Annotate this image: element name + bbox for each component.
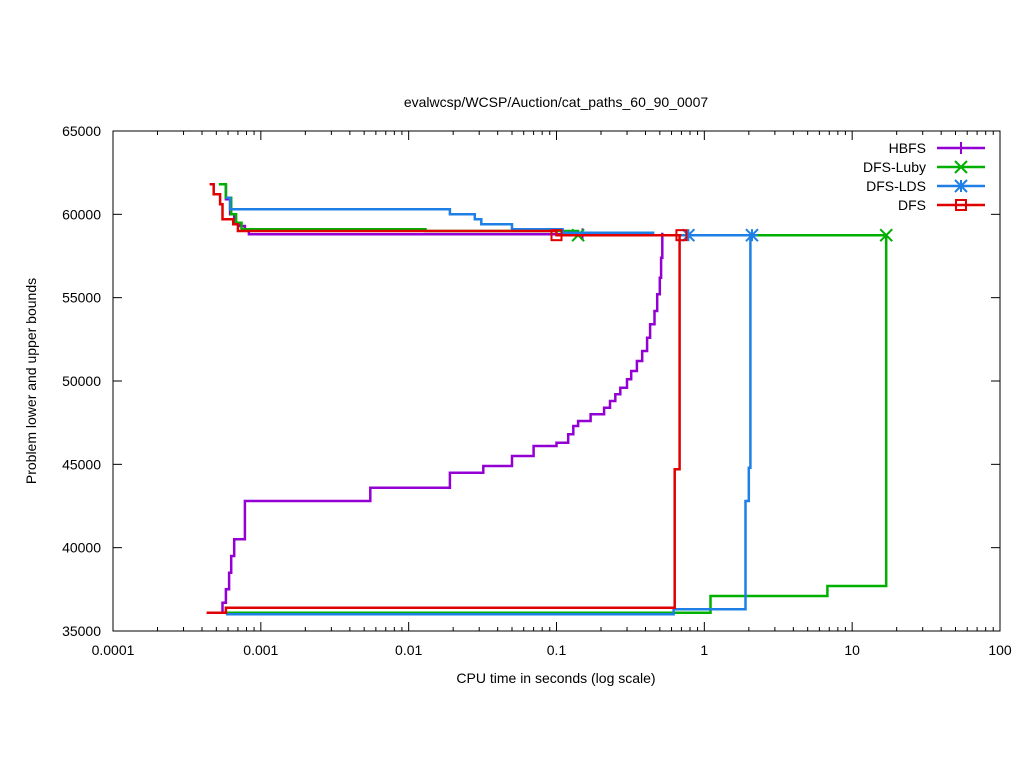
y-tick-label: 40000 xyxy=(62,540,101,556)
legend-item-hbfs: HBFS xyxy=(889,140,985,156)
x-tick-label: 0.1 xyxy=(547,642,567,658)
legend-marker xyxy=(954,179,968,193)
legend-item-dfs: DFS xyxy=(898,197,985,213)
series-dfs-lower-bound xyxy=(206,235,681,614)
series-dfs-luby-lower-bound xyxy=(225,235,888,614)
series-dfs-lds-lower-bound xyxy=(225,235,752,616)
series-dfs-marker xyxy=(550,229,563,242)
series-hbfs-lower-bound xyxy=(221,232,664,613)
legend-marker xyxy=(955,199,967,211)
x-tick-label: 100 xyxy=(988,642,1012,658)
legend-label: DFS-Luby xyxy=(863,159,926,175)
y-tick-label: 50000 xyxy=(62,373,101,389)
legend-item-dfs-lds: DFS-LDS xyxy=(866,178,985,194)
x-tick-label: 0.01 xyxy=(395,642,422,658)
y-tick-label: 55000 xyxy=(62,290,101,306)
legend-marker xyxy=(955,142,967,154)
series-dfs-marker xyxy=(675,229,688,242)
x-axis-label: CPU time in seconds (log scale) xyxy=(456,670,655,686)
y-tick-label: 35000 xyxy=(62,623,101,639)
legend-label: DFS xyxy=(898,197,926,213)
series-dfs-lds-upper-bound xyxy=(225,196,752,237)
legend-label: HBFS xyxy=(889,140,926,156)
series-dfs-luby-marker xyxy=(879,228,893,242)
y-axis-label: Problem lower and upper bounds xyxy=(23,278,39,484)
x-tick-label: 1 xyxy=(700,642,708,658)
legend-item-dfs-luby: DFS-Luby xyxy=(863,159,985,175)
series-dfs-upper-bound xyxy=(209,183,682,237)
legend-label: DFS-LDS xyxy=(866,178,926,194)
y-tick-label: 45000 xyxy=(62,456,101,472)
series-dfs-lds-marker xyxy=(745,228,759,242)
plot-frame xyxy=(112,130,1001,632)
plot-area: 0.0001 0.001 0.01 0.1 1 10 100 35000 40000 45000 5… xyxy=(62,123,1012,658)
legend: HBFS DFS-Luby DFS-LDS DFS xyxy=(863,140,985,213)
y-tick-label: 65000 xyxy=(62,123,101,139)
legend-marker xyxy=(954,160,968,174)
x-tick-label: 0.001 xyxy=(243,642,278,658)
x-tick-label: 0.0001 xyxy=(92,642,135,658)
y-tick-label: 60000 xyxy=(62,206,101,222)
x-tick-label: 10 xyxy=(844,642,860,658)
chart-title: evalwcsp/WCSP/Auction/cat_paths_60_90_00… xyxy=(404,94,709,110)
